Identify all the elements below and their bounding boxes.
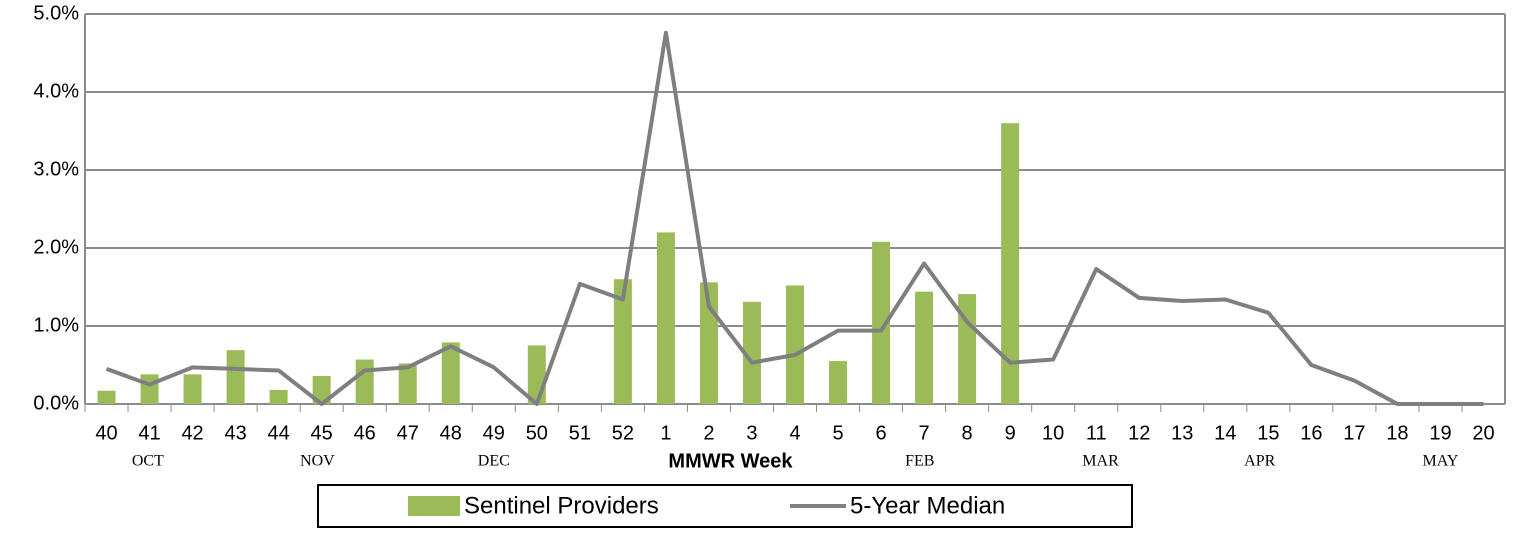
month-label: NOV — [300, 453, 335, 470]
x-tick-label: 19 — [1429, 422, 1451, 444]
month-label: FEB — [905, 453, 934, 470]
bar — [915, 291, 934, 404]
x-tick-label: 1 — [660, 422, 671, 444]
y-tick-label: 2.0% — [33, 236, 79, 258]
y-tick-label: 4.0% — [33, 80, 79, 102]
x-tick-label: 42 — [181, 422, 203, 444]
bar — [355, 359, 374, 404]
y-tick-label: 5.0% — [33, 2, 79, 24]
bar — [269, 389, 288, 404]
bar — [398, 363, 417, 404]
bar — [742, 301, 761, 404]
bar — [958, 294, 977, 404]
bar — [613, 279, 632, 404]
y-tick-label: 3.0% — [33, 158, 79, 180]
bar — [97, 390, 116, 404]
bar — [786, 285, 804, 404]
bar — [183, 374, 202, 404]
x-tick-label: 44 — [268, 422, 290, 444]
legend-label: 5-Year Median — [850, 492, 1005, 519]
x-tick-label: 40 — [95, 422, 117, 444]
bar — [1001, 123, 1020, 404]
bar — [441, 342, 460, 404]
bar — [829, 361, 848, 404]
bar — [140, 374, 159, 404]
line — [105, 30, 1484, 406]
x-tick-label: 2 — [703, 422, 714, 444]
x-tick-label: 41 — [138, 422, 160, 444]
x-tick-label: 51 — [569, 422, 591, 444]
bar — [312, 375, 331, 404]
x-tick-label: 45 — [311, 422, 333, 444]
bar — [656, 232, 675, 404]
y-tick-label: 1.0% — [33, 314, 79, 336]
x-tick-label: 11 — [1086, 422, 1107, 444]
x-tick-label: 10 — [1042, 422, 1064, 444]
x-tick-label: 9 — [1005, 422, 1016, 444]
x-tick-label: 52 — [612, 422, 634, 444]
month-label: OCT — [132, 453, 164, 470]
x-tick-label: 5 — [832, 422, 843, 444]
month-label: DEC — [478, 453, 510, 470]
x-tick-label: 4 — [789, 422, 800, 444]
x-tick-label: 20 — [1472, 422, 1494, 444]
x-tick-label: 6 — [875, 422, 886, 444]
x-tick-label: 18 — [1386, 422, 1408, 444]
legend-swatch — [408, 496, 460, 516]
x-tick-label: 14 — [1214, 422, 1236, 444]
x-axis-title: MMWR Week — [668, 450, 793, 472]
x-tick-label: 47 — [397, 422, 419, 444]
x-tick-label: 16 — [1300, 422, 1322, 444]
x-tick-label: 13 — [1171, 422, 1193, 444]
x-tick-label: 48 — [440, 422, 462, 444]
bar — [872, 241, 891, 404]
x-tick-label: 15 — [1257, 422, 1279, 444]
x-tick-label: 49 — [483, 422, 505, 444]
x-tick-label: 7 — [919, 422, 930, 444]
x-tick-label: 8 — [962, 422, 973, 444]
x-tick-label: 12 — [1128, 422, 1150, 444]
bar — [226, 350, 245, 404]
legend-box — [317, 484, 1133, 528]
bar — [527, 345, 546, 404]
legend-label: Sentinel Providers — [464, 492, 659, 519]
x-tick-label: 46 — [354, 422, 376, 444]
month-label: APR — [1244, 453, 1275, 470]
x-tick-label: 3 — [746, 422, 757, 444]
month-label: MAR — [1082, 453, 1119, 470]
x-tick-label: 17 — [1343, 422, 1365, 444]
x-tick-label: 43 — [224, 422, 246, 444]
y-tick-label: 0.0% — [33, 392, 79, 414]
x-tick-label: 50 — [526, 422, 548, 444]
month-label: MAY — [1423, 453, 1459, 470]
